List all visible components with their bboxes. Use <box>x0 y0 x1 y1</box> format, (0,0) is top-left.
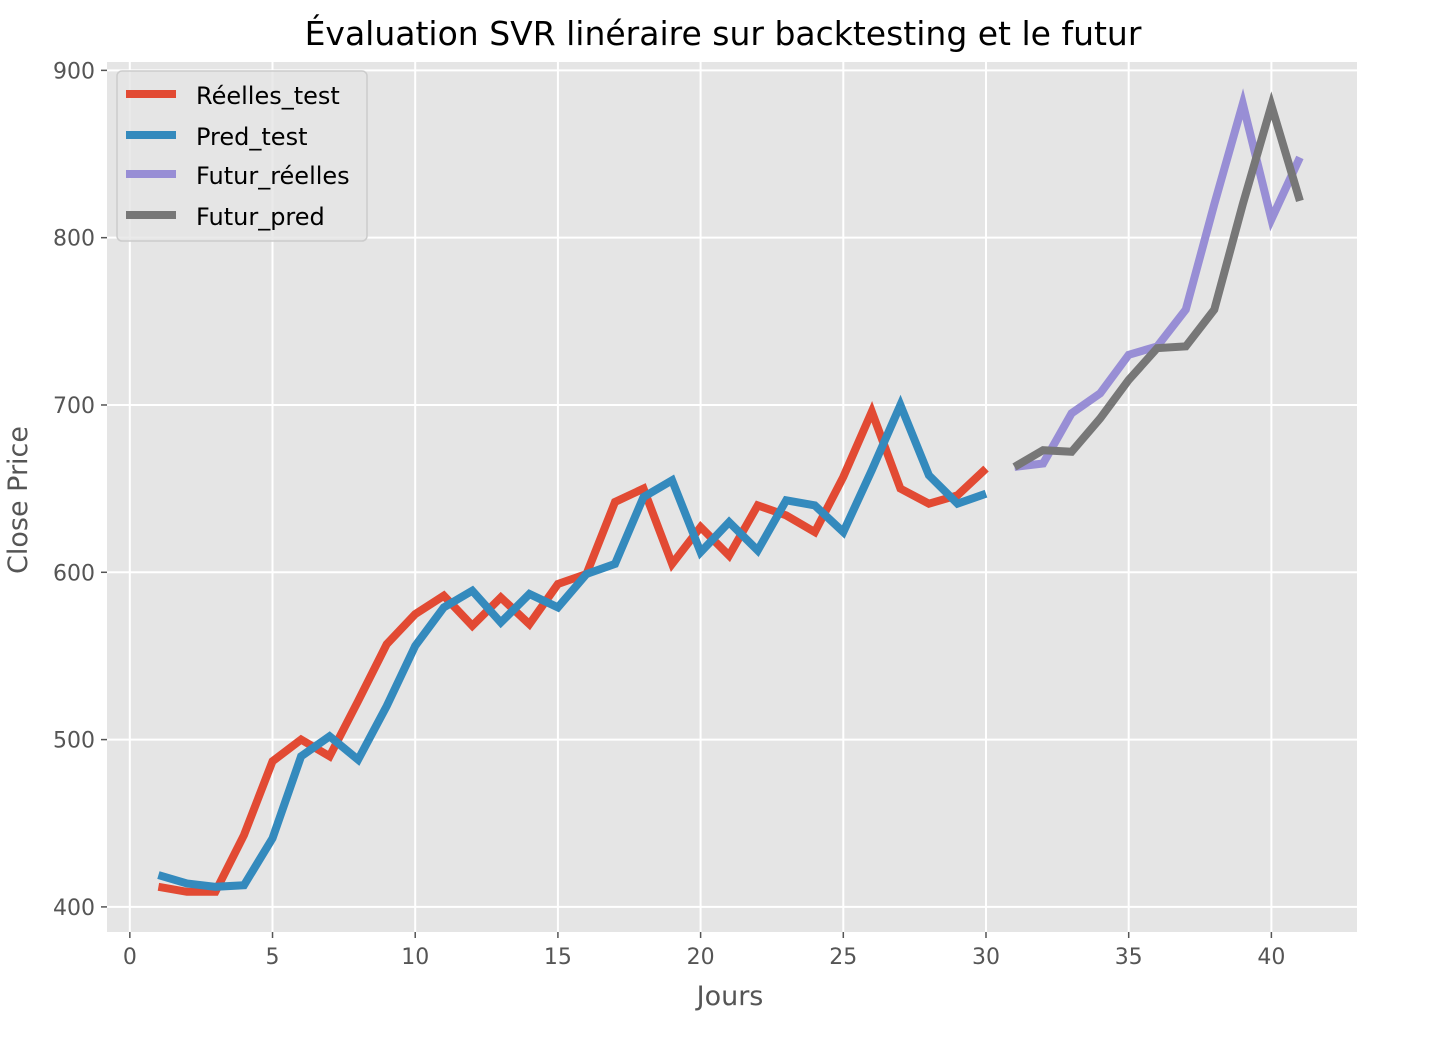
y-tick-label: 500 <box>53 729 95 754</box>
x-tick-label: 0 <box>123 945 137 970</box>
x-tick-label: 10 <box>401 945 429 970</box>
chart-title: Évaluation SVR linéraire sur backtesting… <box>305 13 1142 53</box>
y-tick-label: 400 <box>53 896 95 921</box>
y-tick-label: 600 <box>53 561 95 586</box>
x-tick-label: 5 <box>266 945 280 970</box>
x-tick-label: 35 <box>1115 945 1143 970</box>
legend-label: Futur_réelles <box>196 162 350 190</box>
legend-label: Réelles_test <box>196 82 340 110</box>
x-tick-label: 25 <box>829 945 857 970</box>
axis-ticks: 0 5 10 15 20 25 30 35 40 400 500 600 700 800 900 <box>53 59 1285 970</box>
series-line-pred-test <box>157 394 988 891</box>
legend: Réelles_test Pred_test Futur_réelles Futur_… <box>116 70 368 242</box>
series-lines <box>157 88 1304 896</box>
y-axis-label: Close Price <box>3 426 34 574</box>
x-tick-label: 15 <box>544 945 572 970</box>
x-tick-label: 30 <box>972 945 1000 970</box>
y-tick-label: 700 <box>53 394 95 419</box>
x-axis-label: Jours <box>695 981 764 1012</box>
legend-label: Futur_pred <box>196 203 325 231</box>
series-line-reelles-test <box>157 401 989 896</box>
y-tick-label: 900 <box>53 59 95 84</box>
legend-label: Pred_test <box>196 123 307 151</box>
x-tick-label: 40 <box>1257 945 1285 970</box>
y-tick-label: 800 <box>53 227 95 252</box>
legend-box <box>116 70 368 242</box>
x-tick-label: 20 <box>687 945 715 970</box>
series-line-futur-pred <box>1012 91 1304 471</box>
